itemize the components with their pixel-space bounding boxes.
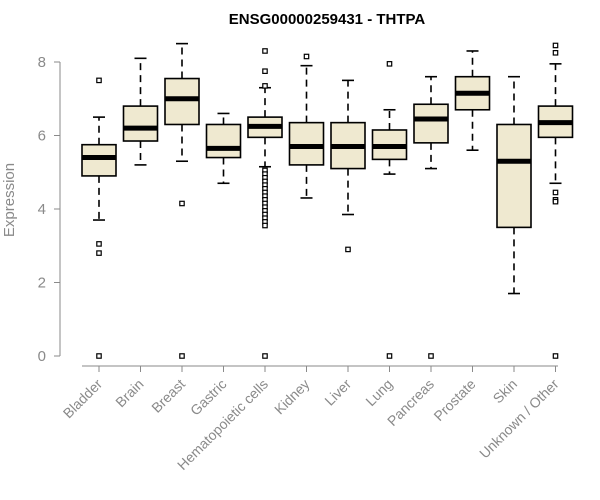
chart-title: ENSG00000259431 - THTPA xyxy=(229,11,426,28)
outlier-point xyxy=(262,222,268,229)
outlier-point xyxy=(345,246,351,253)
outlier-point xyxy=(386,353,393,359)
box-prostate xyxy=(454,50,491,151)
x-tick-label: Unknown / Other xyxy=(476,376,562,462)
box-lung xyxy=(371,61,408,359)
x-tick-label: Kidney xyxy=(271,376,313,418)
y-tick-label: 6 xyxy=(38,128,46,145)
y-tick-label: 2 xyxy=(38,275,46,292)
outlier-point xyxy=(96,241,102,247)
y-tick-label: 4 xyxy=(38,201,46,218)
boxes-group xyxy=(81,42,574,359)
box-hematopoietic-cells xyxy=(247,48,283,359)
outlier-point xyxy=(96,353,102,359)
y-axis-label: Expression xyxy=(1,163,18,237)
box-pancreas xyxy=(413,75,449,359)
outlier-point xyxy=(96,77,102,84)
outlier-point xyxy=(179,353,185,359)
x-tick-label: Prostate xyxy=(430,376,478,424)
box-iqr xyxy=(496,123,532,229)
outlier-point xyxy=(303,53,310,60)
box-iqr xyxy=(288,121,325,166)
outlier-point xyxy=(552,189,559,196)
x-tick-label: Skin xyxy=(490,376,521,407)
outlier-point xyxy=(386,61,393,67)
outlier-point xyxy=(262,68,268,74)
outlier-point xyxy=(96,250,102,256)
x-tick-label: Brain xyxy=(112,376,146,410)
box-iqr xyxy=(413,103,449,144)
box-bladder xyxy=(81,77,117,359)
outlier-point xyxy=(552,198,559,205)
box-breast xyxy=(164,42,200,359)
box-iqr xyxy=(81,143,117,177)
box-unknown-other xyxy=(537,42,574,359)
x-tick-label: Lung xyxy=(362,376,395,409)
box-iqr xyxy=(122,105,159,142)
x-tick-label: Bladder xyxy=(60,376,106,422)
outlier-point xyxy=(552,42,559,49)
box-iqr xyxy=(164,77,200,126)
outlier-point xyxy=(262,353,268,359)
x-tick-label: Liver xyxy=(321,376,354,409)
outlier-point xyxy=(262,48,268,54)
box-skin xyxy=(496,75,532,295)
box-gastric xyxy=(205,112,242,185)
outlier-point xyxy=(428,353,434,359)
box-iqr xyxy=(205,123,242,159)
box-liver xyxy=(330,79,366,253)
box-brain xyxy=(122,57,159,166)
outlier-point xyxy=(262,83,268,89)
outlier-point xyxy=(552,50,559,56)
outlier-point xyxy=(552,353,559,359)
y-tick-label: 0 xyxy=(38,348,46,365)
box-kidney xyxy=(288,53,325,199)
x-tick-label: Breast xyxy=(148,376,188,416)
y-ticks: 0 2 4 6 8 xyxy=(38,54,60,365)
y-tick-label: 8 xyxy=(38,54,46,71)
outlier-point xyxy=(179,200,185,207)
